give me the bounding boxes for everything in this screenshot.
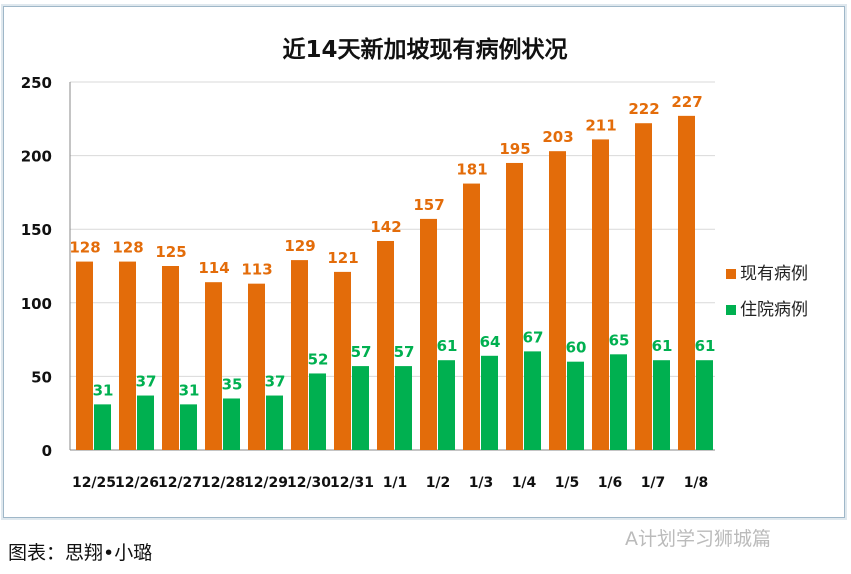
x-tick-label: 12/27 xyxy=(158,475,202,491)
data-label: 65 xyxy=(609,331,630,349)
legend-swatch xyxy=(726,305,736,315)
data-label: 60 xyxy=(566,339,587,357)
bar-active xyxy=(592,139,609,450)
bar-active xyxy=(635,123,652,450)
bar-hospitalized xyxy=(524,351,541,450)
data-label: 222 xyxy=(628,100,659,118)
bar-hospitalized xyxy=(653,360,670,450)
y-tick-label: 100 xyxy=(21,295,52,313)
x-tick-label: 12/25 xyxy=(72,475,116,491)
legend-swatch xyxy=(726,269,736,279)
y-tick-label: 150 xyxy=(21,221,52,239)
data-label: 37 xyxy=(136,373,157,391)
data-label: 61 xyxy=(652,337,673,355)
x-tick-label: 1/6 xyxy=(598,475,623,491)
bar-active xyxy=(420,218,437,450)
caption: 图表：思翔•小璐 xyxy=(8,542,153,564)
x-tick-label: 1/2 xyxy=(426,475,451,491)
data-label: 61 xyxy=(437,337,458,355)
data-label: 181 xyxy=(456,161,487,179)
x-tick-label: 1/5 xyxy=(555,475,580,491)
chart-title: 近14天新加坡现有病例状况 xyxy=(282,36,567,63)
x-tick-label: 1/4 xyxy=(512,475,537,491)
x-tick-label: 12/31 xyxy=(330,475,374,491)
bar-hospitalized xyxy=(438,360,455,450)
x-tick-label: 12/26 xyxy=(115,475,159,491)
bar-active xyxy=(549,151,566,450)
bar-active xyxy=(463,183,480,450)
x-tick-label: 12/30 xyxy=(287,475,331,491)
bar-active xyxy=(334,271,351,450)
bar-hospitalized xyxy=(309,373,326,450)
data-label: 128 xyxy=(112,239,143,257)
bar-hospitalized xyxy=(223,398,240,450)
legend-label: 现有病例 xyxy=(740,264,808,284)
bar-active xyxy=(76,261,93,450)
data-label: 128 xyxy=(69,239,100,257)
legend-label: 住院病例 xyxy=(740,300,808,320)
data-label: 61 xyxy=(695,337,716,355)
bar-active xyxy=(205,282,222,450)
watermark: A计划学习狮城篇 xyxy=(625,528,771,550)
x-tick-label: 1/8 xyxy=(684,475,709,491)
bar-active xyxy=(377,240,394,450)
x-tick-label: 12/28 xyxy=(201,475,245,491)
bar-hospitalized xyxy=(94,404,111,450)
bar-hospitalized xyxy=(610,354,627,450)
x-tick-label: 1/3 xyxy=(469,475,494,491)
bar-hospitalized xyxy=(481,355,498,450)
data-label: 35 xyxy=(222,375,243,393)
data-label: 157 xyxy=(413,196,444,214)
bar-hospitalized xyxy=(180,404,197,450)
data-label: 125 xyxy=(155,243,186,261)
bar-active xyxy=(506,162,523,450)
bar-hospitalized xyxy=(352,366,369,450)
chart-frame xyxy=(3,6,845,518)
data-label: 121 xyxy=(327,249,358,267)
y-tick-label: 0 xyxy=(42,442,52,460)
data-label: 129 xyxy=(284,237,315,255)
data-label: 57 xyxy=(351,343,372,361)
data-label: 195 xyxy=(499,140,530,158)
y-tick-label: 250 xyxy=(21,74,52,92)
data-label: 211 xyxy=(585,116,616,134)
y-tick-label: 50 xyxy=(31,368,52,386)
bar-active xyxy=(678,115,695,450)
data-label: 31 xyxy=(179,381,200,399)
data-label: 203 xyxy=(542,128,573,146)
data-label: 227 xyxy=(671,93,702,111)
data-label: 67 xyxy=(523,328,544,346)
bar-hospitalized xyxy=(266,395,283,450)
x-tick-label: 12/29 xyxy=(244,475,288,491)
data-label: 57 xyxy=(394,343,415,361)
data-label: 113 xyxy=(241,261,272,279)
bar-hospitalized xyxy=(567,361,584,450)
bar-hospitalized xyxy=(395,366,412,450)
x-tick-label: 1/1 xyxy=(383,475,408,491)
data-label: 52 xyxy=(308,350,329,368)
data-label: 31 xyxy=(93,381,114,399)
bar-hospitalized xyxy=(137,395,154,450)
bar-active xyxy=(291,260,308,450)
bar-active xyxy=(162,266,179,450)
data-label: 37 xyxy=(265,373,286,391)
bar-hospitalized xyxy=(696,360,713,450)
data-label: 114 xyxy=(198,259,229,277)
y-tick-label: 200 xyxy=(21,148,52,166)
x-tick-label: 1/7 xyxy=(641,475,666,491)
bar-active xyxy=(119,261,136,450)
data-label: 64 xyxy=(480,333,501,351)
data-label: 142 xyxy=(370,218,401,236)
bar-active xyxy=(248,283,265,450)
